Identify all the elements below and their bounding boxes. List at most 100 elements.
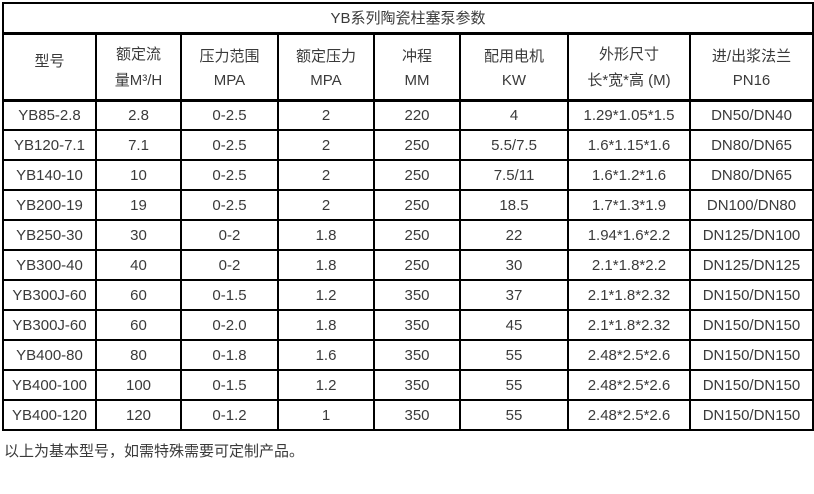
column-header-line: MPA	[213, 71, 246, 89]
table-cell: 5.5/7.5	[459, 129, 569, 161]
table-cell: 0-1.8	[180, 339, 279, 371]
table-cell: DN150/DN150	[688, 399, 814, 431]
table-cell: 0-1.5	[180, 369, 279, 401]
table-cell: 1	[277, 399, 375, 431]
table-cell: 2.48*2.5*2.6	[567, 399, 691, 431]
table-row: YB300-40 40 0-2 1.8 250 30 2.1*1.8*2.2 DN125/DN…	[2, 249, 814, 281]
table-cell: YB85-2.8	[2, 99, 97, 131]
table-cell: DN100/DN80	[688, 189, 814, 221]
table-row: YB400-100 100 0-1.5 1.2 350 55 2.48*2.5*2.6 DN1…	[2, 369, 814, 401]
table-cell: 80	[95, 339, 182, 371]
table-cell: 2.1*1.8*2.32	[567, 309, 691, 341]
table-footnote: 以上为基本型号，如需特殊需要可定制产品。	[4, 443, 305, 460]
table-cell: 10	[95, 159, 182, 191]
table-cell: YB250-30	[2, 219, 97, 251]
table-cell: YB200-19	[2, 189, 97, 221]
column-header-line: 额定流	[115, 46, 161, 64]
table-cell: 1.2	[277, 369, 375, 401]
table-cell: 60	[95, 309, 182, 341]
table-cell: 2.48*2.5*2.6	[567, 339, 691, 371]
table-cell: 350	[373, 279, 461, 311]
table-cell: DN80/DN65	[688, 129, 814, 161]
column-header-line: 额定压力	[295, 47, 356, 65]
table-cell: 2	[277, 99, 375, 131]
column-header-dimensions: 外形尺寸 长*宽*高 (M)	[567, 32, 691, 102]
table-cell: 120	[95, 399, 182, 431]
table-cell: 7.1	[95, 129, 182, 161]
table-cell: 19	[95, 189, 182, 221]
table-cell: DN80/DN65	[688, 159, 814, 191]
table-cell: 1.2	[277, 279, 375, 311]
column-header-line: 配用电机	[483, 47, 544, 65]
column-header-pressure-range: 压力范围 MPA	[180, 32, 279, 102]
table-cell: 250	[373, 189, 461, 221]
column-header-rated-pressure: 额定压力 MPA	[277, 32, 375, 102]
column-header-model: 型号	[2, 32, 97, 102]
table-cell: 55	[459, 339, 569, 371]
table-title-row: YB系列陶瓷柱塞泵参数	[1, 2, 814, 35]
table-cell: 30	[459, 249, 569, 281]
table-cell: 250	[373, 249, 461, 281]
table-row: YB200-19 19 0-2.5 2 250 18.5 1.7*1.3*1.9 DN100/…	[2, 189, 814, 221]
column-header-line: 进/出浆法兰	[711, 47, 792, 65]
table-row: YB85-2.8 2.8 0-2.5 2 220 4 1.29*1.05*1.5 DN50/D…	[2, 99, 814, 131]
table-cell: DN150/DN150	[688, 309, 814, 341]
table-cell: DN150/DN150	[688, 339, 814, 371]
column-header-line: 压力范围	[199, 47, 260, 65]
table-cell: 0-2.5	[180, 159, 279, 191]
column-header-flange: 进/出浆法兰 PN16	[688, 32, 814, 102]
table-cell: YB300J-60	[2, 279, 97, 311]
table-row: YB400-120 120 0-1.2 1 350 55 2.48*2.5*2.6 DN150…	[2, 399, 814, 431]
table-row: YB300J-60 60 0-1.5 1.2 350 37 2.1*1.8*2.32 DN15…	[2, 279, 814, 311]
table-cell: YB400-80	[2, 339, 97, 371]
table-cell: DN150/DN150	[688, 279, 814, 311]
table-cell: 55	[459, 399, 569, 431]
table-cell: YB120-7.1	[2, 129, 97, 161]
column-header-motor: 配用电机 KW	[459, 32, 569, 102]
table-cell: 250	[373, 129, 461, 161]
table-cell: 0-1.2	[180, 399, 279, 431]
table-cell: 350	[373, 309, 461, 341]
table-row: YB250-30 30 0-2 1.8 250 22 1.94*1.6*2.2 DN125/D…	[2, 219, 814, 251]
column-header-line: 冲程	[401, 47, 432, 65]
table-cell: 0-1.5	[180, 279, 279, 311]
table-cell: 2.48*2.5*2.6	[567, 369, 691, 401]
table-cell: 40	[95, 249, 182, 281]
table-cell: YB300-40	[2, 249, 97, 281]
table-body: YB85-2.8 2.8 0-2.5 2 220 4 1.29*1.05*1.5 DN50/D…	[2, 99, 814, 431]
table-cell: YB300J-60	[2, 309, 97, 341]
column-header-stroke: 冲程 MM	[373, 32, 461, 102]
table-cell: DN125/DN100	[688, 219, 814, 251]
column-header-line: 外形尺寸	[598, 46, 659, 64]
column-header-line: 量M³/H	[114, 71, 163, 89]
table-cell: 220	[373, 99, 461, 131]
table-row: YB140-10 10 0-2.5 2 250 7.5/11 1.6*1.2*1.6 DN80…	[2, 159, 814, 191]
table-cell: 1.7*1.3*1.9	[567, 189, 691, 221]
table-cell: 2	[277, 129, 375, 161]
table-cell: 350	[373, 339, 461, 371]
table-row: YB300J-60 60 0-2.0 1.8 350 45 2.1*1.8*2.32 DN15…	[2, 309, 814, 341]
table-cell: 60	[95, 279, 182, 311]
table-row: YB120-7.1 7.1 0-2.5 2 250 5.5/7.5 1.6*1.15*1.6…	[2, 129, 814, 161]
table-cell: 22	[459, 219, 569, 251]
table-cell: 2.1*1.8*2.32	[567, 279, 691, 311]
table-cell: 45	[459, 309, 569, 341]
table-cell: 55	[459, 369, 569, 401]
table-cell: 250	[373, 159, 461, 191]
table-cell: 350	[373, 369, 461, 401]
table-cell: 1.94*1.6*2.2	[567, 219, 691, 251]
table-cell: YB400-120	[2, 399, 97, 431]
table-cell: 0-2.5	[180, 129, 279, 161]
pump-spec-table: YB系列陶瓷柱塞泵参数 型号 额定流 量M³/H	[1, 2, 814, 431]
table-cell: 2	[277, 159, 375, 191]
table-cell: 2.1*1.8*2.2	[567, 249, 691, 281]
column-header-line: MPA	[310, 71, 342, 89]
table-cell: 37	[459, 279, 569, 311]
table-cell: 0-2.5	[180, 99, 279, 131]
table-cell: 7.5/11	[459, 159, 569, 191]
table-header-row: 型号 额定流 量M³/H 压力范围 MPA	[2, 32, 814, 102]
table-cell: 0-2.0	[180, 309, 279, 341]
table-row: YB400-80 80 0-1.8 1.6 350 55 2.48*2.5*2.6 DN150…	[2, 339, 814, 371]
column-header-line: 长*宽*高 (M)	[587, 71, 671, 89]
table-cell: 100	[95, 369, 182, 401]
